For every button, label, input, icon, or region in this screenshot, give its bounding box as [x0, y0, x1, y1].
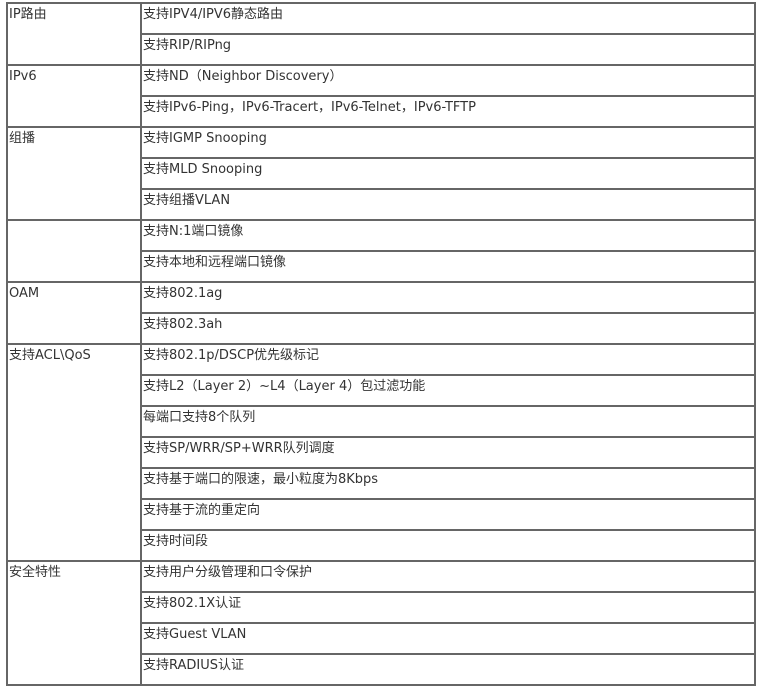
- feature-cell: 支持基于流的重定向: [140, 498, 756, 531]
- feature-cell: 支持RIP/RIPng: [140, 33, 756, 66]
- feature-cell: 支持802.3ah: [140, 312, 756, 345]
- feature-cell: 支持RADIUS认证: [140, 653, 756, 686]
- table-row: 支持RIP/RIPng: [7, 33, 756, 66]
- feature-cell: 支持时间段: [140, 529, 756, 562]
- category-cell: 安全特性: [6, 560, 142, 686]
- table-row: 支持IPv6-Ping，IPv6-Tracert，IPv6-Telnet，IPv…: [7, 95, 756, 128]
- table-row: OAM 支持802.1ag: [6, 281, 756, 345]
- table-row: 支持基于流的重定向: [7, 498, 756, 531]
- feature-cell: 支持SP/WRR/SP+WRR队列调度: [140, 436, 756, 469]
- feature-cell: 支持用户分级管理和口令保护: [140, 560, 756, 593]
- feature-cell: 支持组播VLAN: [140, 188, 756, 221]
- category-cell: OAM: [6, 281, 142, 345]
- feature-cell: 支持IGMP Snooping: [140, 126, 756, 159]
- table-row: 支持N:1端口镜像: [6, 219, 756, 283]
- feature-cell: 支持802.1p/DSCP优先级标记: [140, 343, 756, 376]
- category-cell: [6, 219, 142, 283]
- table-row: 支持组播VLAN: [7, 188, 756, 221]
- table-row: IP路由 支持IPV4/IPV6静态路由: [6, 2, 756, 66]
- table-row: 支持SP/WRR/SP+WRR队列调度: [7, 436, 756, 469]
- category-cell: 支持ACL\QoS: [6, 343, 142, 562]
- feature-cell: 支持802.1X认证: [140, 591, 756, 624]
- table-row: 支持本地和远程端口镜像: [7, 250, 756, 283]
- feature-table: IP路由 支持IPV4/IPV6静态路由 支持RIP/RIPng IPv6 支持ND（N…: [6, 2, 756, 686]
- table-row: 安全特性 支持用户分级管理和口令保护: [6, 560, 756, 686]
- table-row: 支持时间段: [7, 529, 756, 562]
- table-row: 支持L2（Layer 2）~L4（Layer 4）包过滤功能: [7, 374, 756, 407]
- category-cell: IPv6: [6, 64, 142, 128]
- category-cell: IP路由: [6, 2, 142, 66]
- table-row: 组播 支持IGMP Snooping: [6, 126, 756, 221]
- feature-cell: 支持MLD Snooping: [140, 157, 756, 190]
- feature-cell: 支持IPV4/IPV6静态路由: [140, 2, 756, 35]
- feature-cell: 每端口支持8个队列: [140, 405, 756, 438]
- table-row: 支持基于端口的限速，最小粒度为8Kbps: [7, 467, 756, 500]
- feature-cell: 支持IPv6-Ping，IPv6-Tracert，IPv6-Telnet，IPv…: [140, 95, 756, 128]
- table-row: 支持MLD Snooping: [7, 157, 756, 190]
- table-row: 支持802.3ah: [7, 312, 756, 345]
- table-row: 支持802.1X认证: [7, 591, 756, 624]
- feature-cell: 支持基于端口的限速，最小粒度为8Kbps: [140, 467, 756, 500]
- feature-cell: 支持N:1端口镜像: [140, 219, 756, 252]
- table-row: 支持Guest VLAN: [7, 622, 756, 655]
- feature-cell: 支持本地和远程端口镜像: [140, 250, 756, 283]
- table-row: IPv6 支持ND（Neighbor Discovery）: [6, 64, 756, 128]
- feature-cell: 支持802.1ag: [140, 281, 756, 314]
- table-row: 每端口支持8个队列: [7, 405, 756, 438]
- feature-cell: 支持Guest VLAN: [140, 622, 756, 655]
- feature-cell: 支持ND（Neighbor Discovery）: [140, 64, 756, 97]
- category-cell: 组播: [6, 126, 142, 221]
- feature-cell: 支持L2（Layer 2）~L4（Layer 4）包过滤功能: [140, 374, 756, 407]
- table-row: 支持RADIUS认证: [7, 653, 756, 686]
- table-row: 支持ACL\QoS 支持802.1p/DSCP优先级标记: [6, 343, 756, 562]
